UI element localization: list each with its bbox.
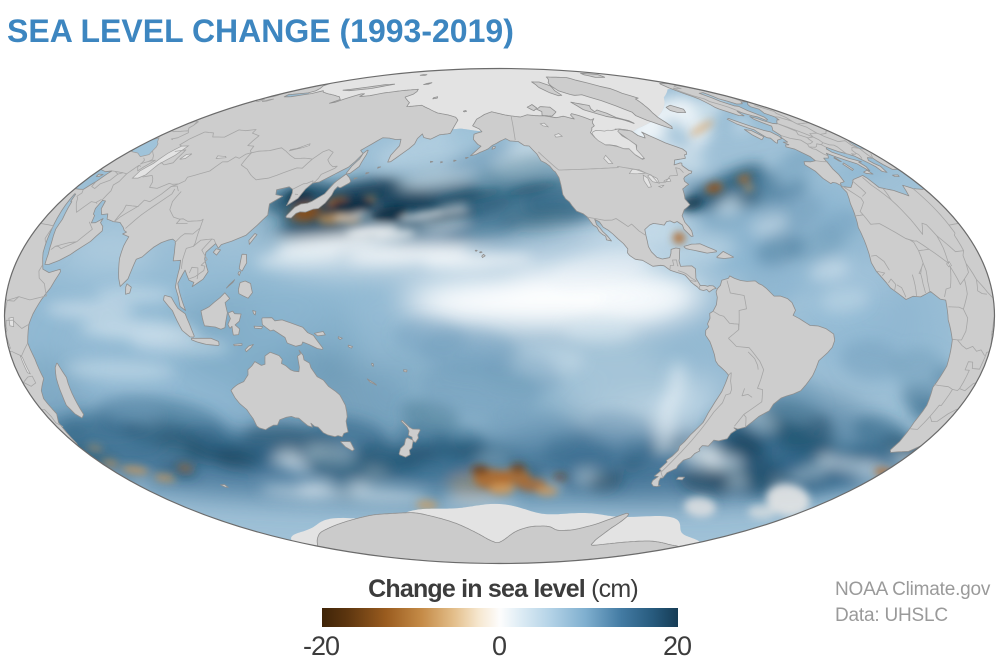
svg-text:0: 0 (492, 631, 506, 661)
svg-text:20: 20 (663, 631, 691, 661)
svg-text:-20: -20 (303, 631, 339, 661)
svg-text:Data: UHSLC: Data: UHSLC (835, 605, 948, 626)
svg-text:NOAA Climate.gov: NOAA Climate.gov (835, 579, 991, 600)
svg-text:Change in sea level (cm): Change in sea level (cm) (368, 575, 638, 603)
svg-text:SEA LEVEL CHANGE (1993-2019): SEA LEVEL CHANGE (1993-2019) (7, 13, 514, 49)
